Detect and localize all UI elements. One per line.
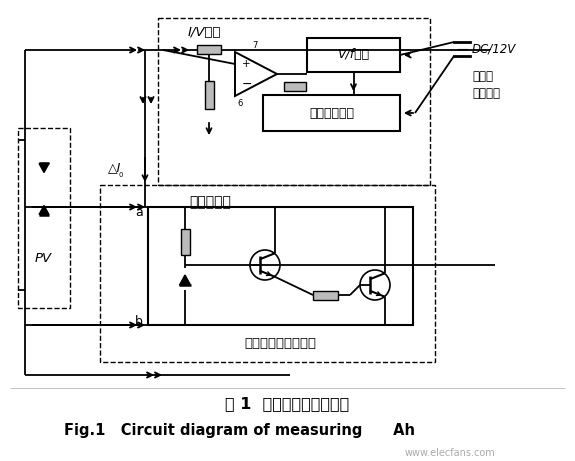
- Bar: [284, 83, 306, 91]
- Polygon shape: [39, 206, 49, 214]
- Text: V/f转换: V/f转换: [338, 48, 370, 61]
- Polygon shape: [179, 275, 190, 285]
- Bar: [197, 46, 221, 54]
- Bar: [148, 207, 413, 325]
- Bar: [307, 38, 400, 72]
- Bar: [205, 81, 213, 109]
- Text: 6: 6: [237, 99, 243, 108]
- Text: a: a: [135, 206, 143, 219]
- Text: +: +: [242, 59, 251, 69]
- Text: DC/12V: DC/12V: [472, 42, 516, 55]
- Text: b: b: [135, 314, 143, 327]
- Text: 定电压电子模拟负载: 定电压电子模拟负载: [244, 337, 316, 349]
- Text: 数显锁存计量: 数显锁存计量: [309, 106, 354, 119]
- Text: $_0$: $_0$: [118, 170, 124, 180]
- Text: 工作电源: 工作电源: [472, 87, 500, 100]
- Polygon shape: [39, 164, 49, 172]
- Text: PV: PV: [34, 252, 52, 265]
- Text: I/V转换: I/V转换: [188, 26, 221, 39]
- Text: www.elecfans.com: www.elecfans.com: [405, 448, 496, 458]
- Bar: [18, 128, 70, 308]
- Bar: [263, 95, 400, 131]
- Bar: [312, 290, 338, 300]
- Text: 直流安时计: 直流安时计: [189, 195, 231, 209]
- Text: 图 1  直流安时计量配置图: 图 1 直流安时计量配置图: [225, 396, 349, 412]
- Text: △I: △I: [108, 161, 121, 175]
- Text: 7: 7: [252, 41, 258, 50]
- Text: −: −: [242, 77, 252, 90]
- Text: 安时计: 安时计: [472, 70, 493, 83]
- Bar: [181, 229, 190, 255]
- Bar: [158, 18, 430, 185]
- Text: Fig.1   Circuit diagram of measuring      Ah: Fig.1 Circuit diagram of measuring Ah: [64, 422, 416, 437]
- Bar: [100, 185, 435, 362]
